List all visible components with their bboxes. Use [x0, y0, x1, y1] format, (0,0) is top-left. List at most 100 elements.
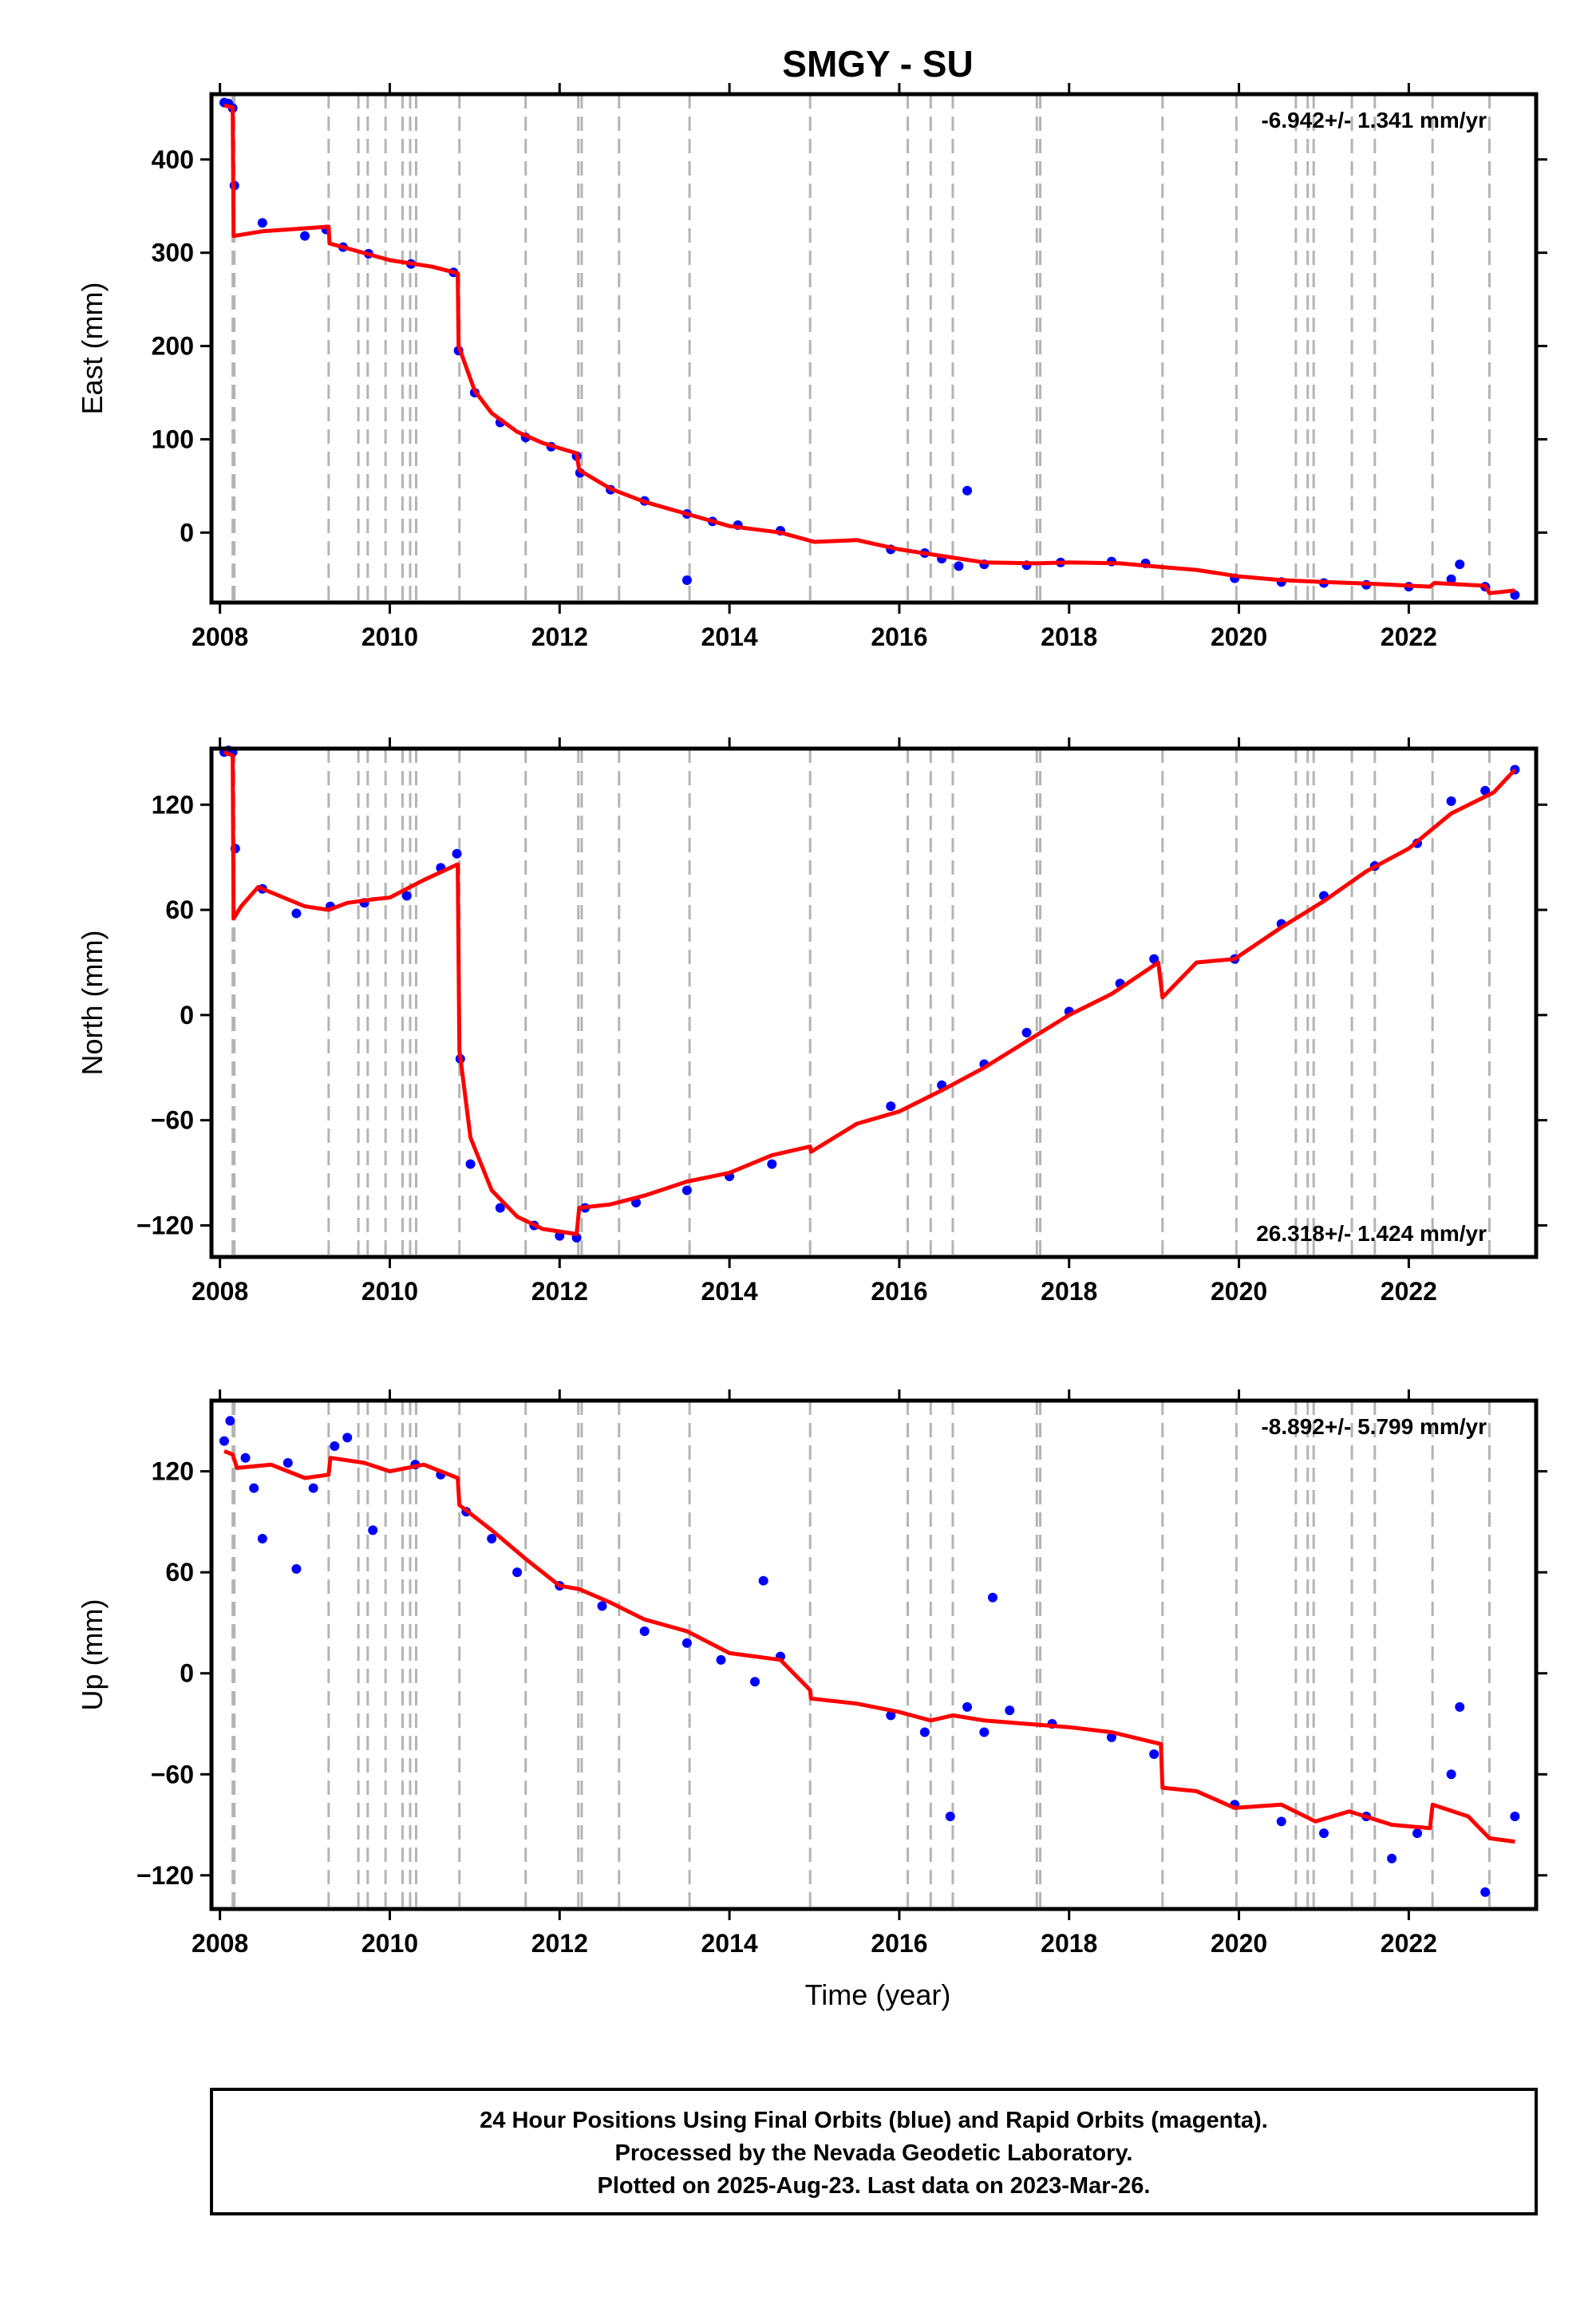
y-axis-label: Up (mm): [76, 1599, 109, 1711]
data-point: [291, 1563, 302, 1574]
x-axis-label: Time (year): [805, 1978, 951, 2011]
data-point: [597, 1601, 607, 1611]
data-point: [401, 891, 412, 901]
x-tick-label: 2010: [361, 1277, 418, 1306]
x-tick-label: 2018: [1041, 1277, 1097, 1306]
y-axis-label: East (mm): [76, 283, 109, 415]
data-point: [1480, 1887, 1491, 1897]
model-line: [223, 103, 1515, 595]
data-point: [495, 1203, 505, 1213]
data-point: [249, 1483, 259, 1493]
data-point: [1318, 1828, 1329, 1839]
rate-annotation: -8.892+/- 5.799 mm/yr: [1261, 1414, 1487, 1439]
data-point: [954, 561, 964, 571]
footer-line-3: Plotted on 2025-Aug-23. Last data on 202…: [598, 2173, 1151, 2199]
data-point: [452, 848, 462, 859]
data-point: [1106, 1732, 1116, 1742]
panel-frame: [209, 746, 1539, 1259]
x-tick-label: 2020: [1211, 1277, 1267, 1306]
y-tick-label: 0: [180, 1001, 194, 1030]
data-point: [225, 1416, 235, 1426]
y-tick-label: −60: [151, 1760, 194, 1788]
data-point: [219, 1436, 229, 1446]
y-tick-label: 400: [152, 145, 194, 174]
data-point: [1446, 1769, 1456, 1780]
y-tick-label: 120: [152, 790, 194, 819]
data-point: [1276, 1816, 1286, 1827]
data-point: [368, 1525, 378, 1535]
panels-group: 400 300 200 100 0 2008 2010 2012 2014 2016 2018 202…: [76, 83, 1547, 1958]
footer-line-1: 24 Hour Positions Using Final Orbits (bl…: [480, 2108, 1268, 2133]
x-tick-label: 2012: [531, 1277, 588, 1306]
footer-frame: [210, 2088, 1538, 2215]
data-point: [300, 231, 310, 241]
x-tick-label: 2020: [1211, 1929, 1267, 1958]
data-point: [767, 1159, 777, 1169]
x-tick-label: 2012: [531, 622, 588, 651]
y-tick-label: 100: [152, 425, 194, 453]
y-tick-label: −60: [151, 1106, 194, 1135]
x-tick-label: 2016: [871, 1277, 927, 1306]
data-point: [1412, 1828, 1423, 1839]
data-point: [1510, 590, 1520, 600]
x-tick-label: 2022: [1381, 1929, 1437, 1958]
panel-frame: [209, 1398, 1539, 1911]
x-tick-label: 2014: [701, 622, 758, 651]
data-point: [750, 1677, 760, 1687]
data-point: [487, 1533, 497, 1543]
data-point: [716, 1654, 726, 1665]
data-point: [681, 575, 692, 585]
x-tick-label: 2016: [871, 1929, 927, 1958]
data-point: [342, 1433, 353, 1443]
model-line: [223, 1448, 1515, 1844]
data-point: [240, 1452, 251, 1463]
rate-annotation: 26.318+/- 1.424 mm/yr: [1256, 1221, 1487, 1246]
footer-line-2: Processed by the Nevada Geodetic Laborat…: [615, 2140, 1133, 2166]
data-point: [282, 1458, 293, 1468]
panel-2: 120 60 0 −60 −120 2008 2010 2012 2014 2016 2018 202…: [76, 737, 1547, 1306]
x-tick-label: 2020: [1211, 622, 1267, 651]
x-tick-label: 2010: [361, 1929, 418, 1958]
x-tick-label: 2022: [1381, 1277, 1437, 1306]
x-tick-label: 2008: [192, 1929, 248, 1958]
data-point: [962, 1701, 973, 1712]
data-point: [962, 485, 973, 496]
chart-title: SMGY - SU: [782, 43, 973, 85]
data-point: [681, 1638, 692, 1648]
y-tick-label: 120: [152, 1457, 194, 1486]
data-point: [330, 1441, 340, 1451]
data-point: [1446, 796, 1456, 806]
data-point: [465, 1159, 476, 1169]
panel-3: 120 60 0 −60 −120 2008 2010 2012 2014 2016 2018 202…: [76, 1389, 1547, 1958]
data-point: [919, 1727, 930, 1737]
data-point: [1455, 1701, 1465, 1712]
data-point: [681, 1185, 692, 1196]
x-tick-label: 2014: [701, 1277, 758, 1306]
data-point: [1021, 1027, 1032, 1037]
panel-frame: [209, 92, 1539, 605]
data-point: [308, 1483, 318, 1493]
data-point: [639, 1626, 650, 1636]
model-line: [223, 750, 1517, 1236]
footer-box: 24 Hour Positions Using Final Orbits (bl…: [210, 2088, 1538, 2215]
data-point: [512, 1567, 523, 1578]
y-tick-label: −120: [136, 1861, 194, 1890]
x-tick-label: 2008: [192, 622, 248, 651]
y-tick-label: 0: [180, 1659, 194, 1688]
data-point: [886, 1101, 896, 1112]
x-tick-label: 2022: [1381, 622, 1437, 651]
data-point: [758, 1575, 768, 1586]
data-point: [1480, 785, 1491, 796]
data-point: [257, 1533, 267, 1543]
data-point: [945, 1811, 955, 1821]
y-axis-label: North (mm): [76, 931, 109, 1076]
y-tick-label: 60: [165, 1558, 194, 1587]
data-point: [1510, 1811, 1520, 1821]
data-point: [257, 218, 267, 228]
x-tick-label: 2010: [361, 622, 418, 651]
data-point: [987, 1592, 998, 1603]
data-point: [1455, 559, 1465, 570]
data-point: [1446, 574, 1456, 584]
y-tick-label: 60: [165, 895, 194, 924]
